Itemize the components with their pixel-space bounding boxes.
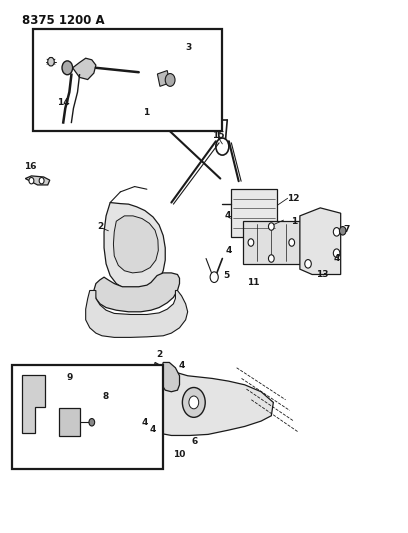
Circle shape	[268, 255, 274, 262]
Circle shape	[305, 260, 311, 268]
Text: 2: 2	[156, 350, 162, 359]
Circle shape	[248, 239, 254, 246]
Text: 11: 11	[247, 278, 259, 287]
Circle shape	[189, 396, 199, 409]
Circle shape	[333, 249, 340, 257]
Text: 13: 13	[316, 270, 328, 279]
Text: 5: 5	[223, 271, 230, 280]
Polygon shape	[73, 58, 96, 79]
Circle shape	[210, 272, 218, 282]
Text: 2: 2	[97, 222, 103, 231]
Polygon shape	[86, 290, 188, 337]
Circle shape	[339, 227, 346, 235]
Text: 8375 1200 A: 8375 1200 A	[22, 14, 105, 27]
Circle shape	[333, 228, 340, 236]
Text: 7: 7	[344, 225, 350, 233]
Circle shape	[182, 387, 205, 417]
Circle shape	[268, 223, 274, 230]
Text: 4: 4	[225, 246, 232, 255]
Bar	[33, 29, 222, 131]
Text: 16: 16	[24, 163, 37, 171]
Polygon shape	[160, 362, 180, 392]
Polygon shape	[141, 362, 273, 435]
Polygon shape	[22, 375, 45, 433]
Text: 1: 1	[143, 108, 150, 117]
Polygon shape	[94, 273, 180, 312]
Bar	[157, 70, 170, 86]
Text: 15: 15	[212, 132, 224, 140]
Text: 9: 9	[67, 373, 73, 382]
Bar	[12, 365, 163, 469]
Circle shape	[289, 239, 295, 246]
Circle shape	[62, 61, 73, 75]
Text: 10: 10	[173, 450, 186, 458]
Text: 12: 12	[288, 194, 300, 203]
Polygon shape	[113, 216, 158, 273]
Circle shape	[39, 177, 44, 184]
Circle shape	[165, 74, 175, 86]
Text: 4: 4	[224, 212, 231, 220]
Circle shape	[48, 58, 54, 66]
Text: 4: 4	[150, 425, 156, 433]
Bar	[59, 408, 80, 435]
Circle shape	[29, 177, 34, 184]
Polygon shape	[104, 203, 165, 290]
Circle shape	[89, 418, 95, 426]
Bar	[231, 189, 277, 237]
Bar	[243, 221, 300, 264]
Text: 14: 14	[57, 98, 69, 107]
Text: 4: 4	[142, 418, 148, 427]
Polygon shape	[300, 208, 341, 274]
Polygon shape	[25, 176, 50, 185]
Text: 3: 3	[185, 43, 191, 52]
Text: 1: 1	[290, 217, 297, 225]
Text: 8: 8	[103, 392, 109, 401]
Text: 6: 6	[192, 437, 198, 446]
Text: 4: 4	[333, 254, 340, 263]
Text: 4: 4	[178, 361, 185, 369]
